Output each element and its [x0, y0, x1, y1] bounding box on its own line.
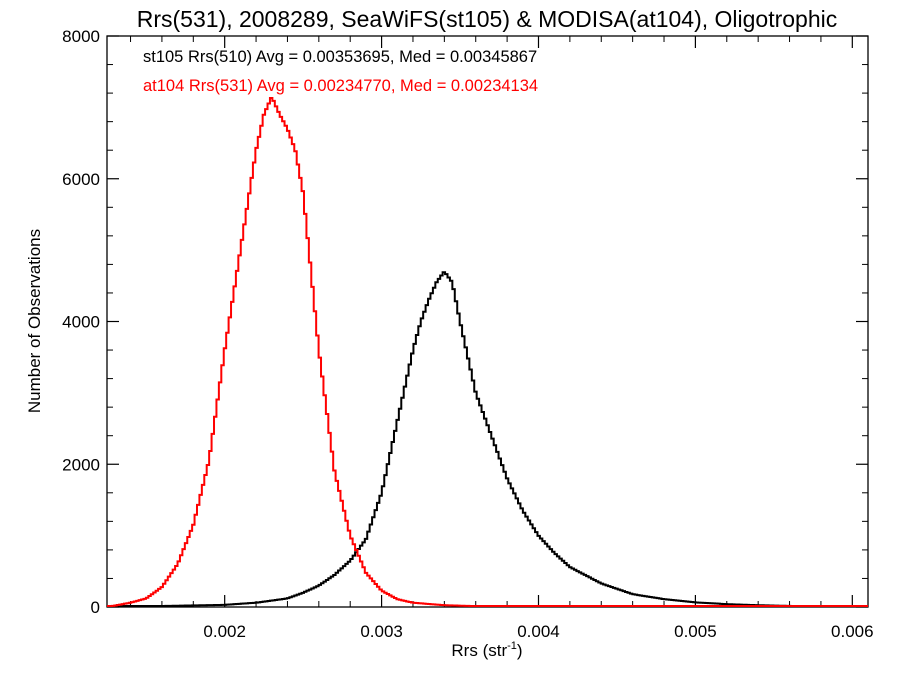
- plot-frame: [106, 35, 869, 608]
- histogram-series-0: [107, 271, 868, 607]
- x-tick-label: 0.004: [517, 622, 560, 641]
- histogram-series-1: [107, 97, 868, 607]
- x-axis-label: Rrs (str-1): [451, 640, 522, 660]
- annotation-st105-stats: st105 Rrs(510) Avg = 0.00353695, Med = 0…: [143, 48, 537, 66]
- x-tick-labels: 0.002 0.003 0.004 0.005 0.006: [203, 622, 873, 641]
- chart-title: Rrs(531), 2008289, SeaWiFS(st105) & MODI…: [137, 6, 838, 32]
- y-tick-labels: 0 2000 4000 6000 8000: [62, 27, 100, 617]
- y-tick-label: 0: [91, 598, 100, 617]
- y-tick-label: 2000: [62, 455, 100, 474]
- y-tick-label: 8000: [62, 27, 100, 46]
- x-tick-label: 0.006: [831, 622, 874, 641]
- series-layer: [107, 97, 868, 607]
- x-tick-label: 0.005: [674, 622, 717, 641]
- axis-ticks: [107, 35, 868, 608]
- x-tick-label: 0.003: [360, 622, 403, 641]
- x-tick-label: 0.002: [203, 622, 246, 641]
- y-tick-label: 4000: [62, 313, 100, 332]
- y-tick-label: 6000: [62, 170, 100, 189]
- x-axis-label-superscript: -1: [507, 640, 517, 652]
- y-axis-label: Number of Observations: [25, 229, 44, 413]
- annotation-at104-stats: at104 Rrs(531) Avg = 0.00234770, Med = 0…: [143, 77, 538, 95]
